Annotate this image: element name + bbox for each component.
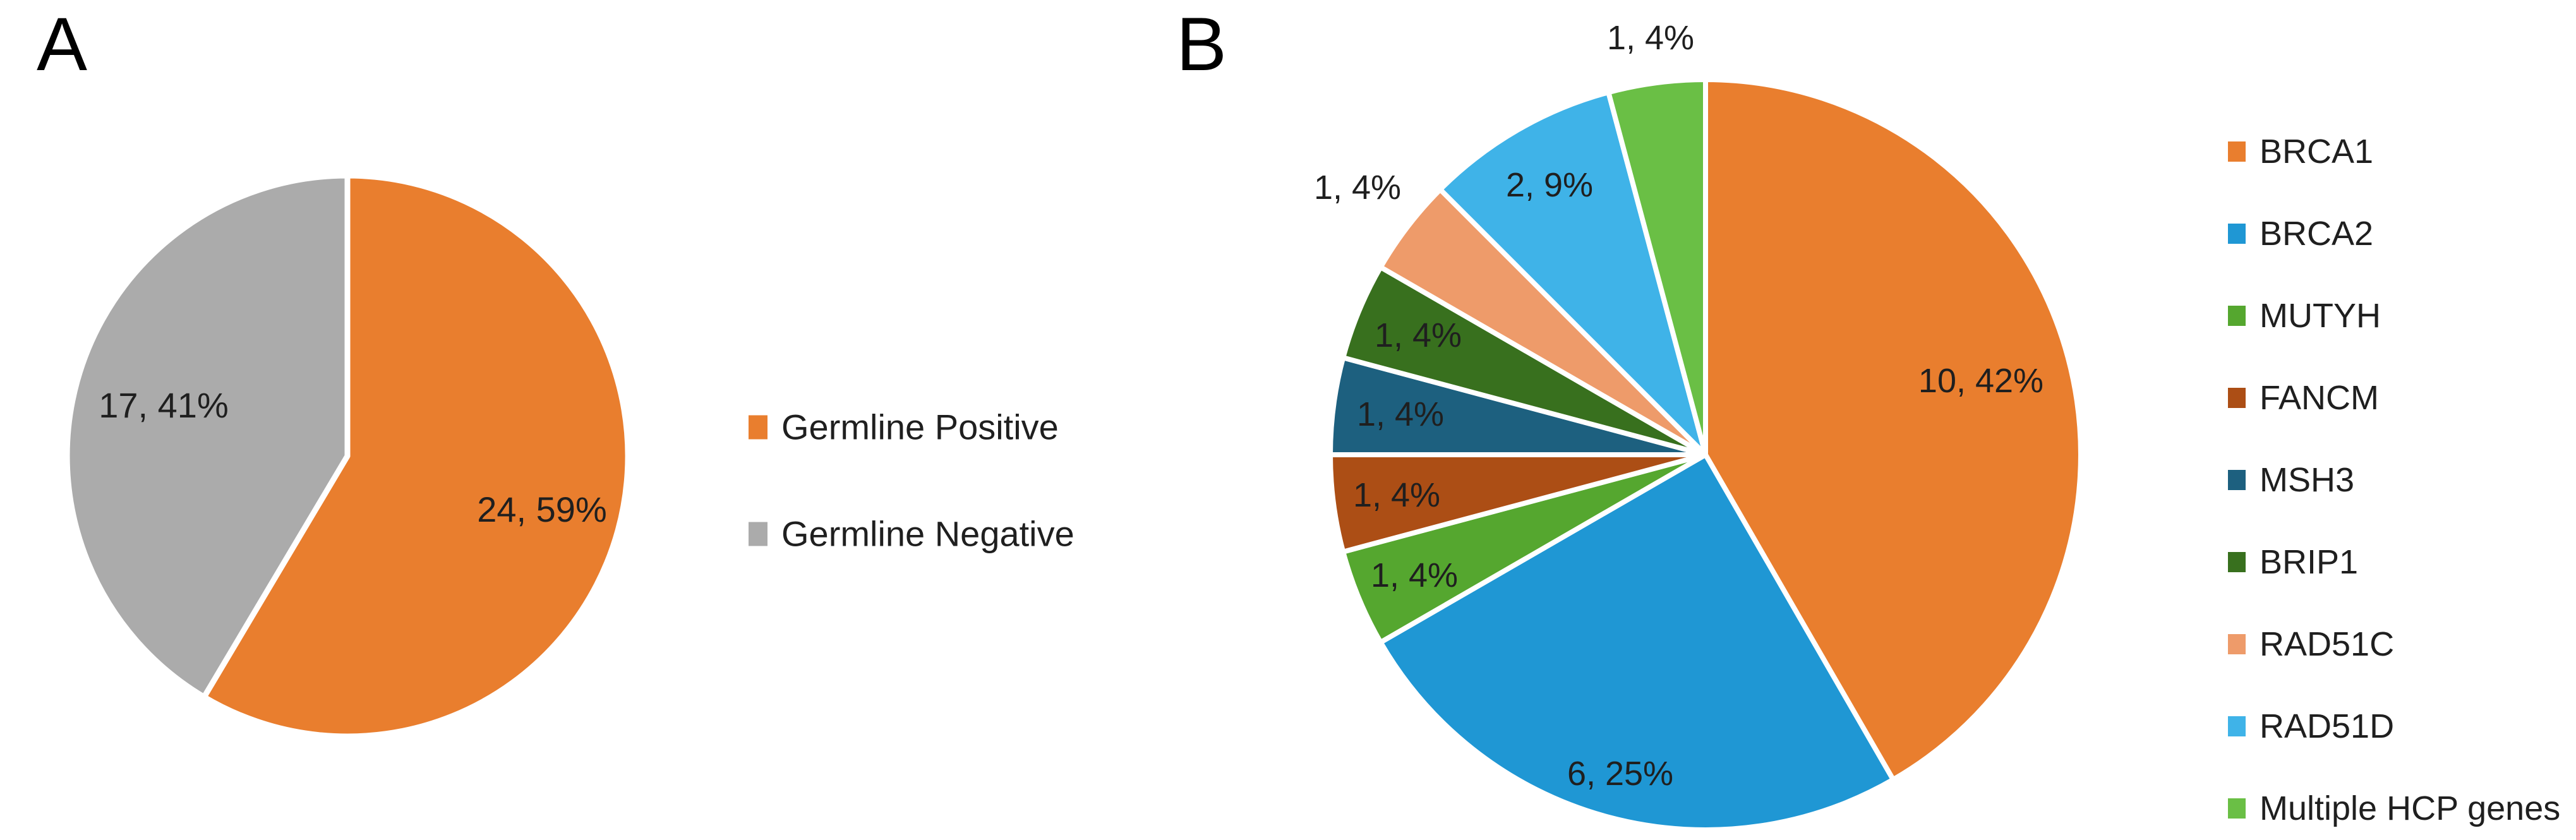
legend-item-mutyh: MUTYH [2228, 296, 2381, 335]
legend-item-brca2: BRCA2 [2228, 214, 2373, 253]
pie-slice-rad51d[interactable] [1438, 90, 1708, 457]
data-label-mutyh: 1, 4% [1370, 556, 1459, 594]
legend-item-germline-negative: Germline Negative [749, 513, 1074, 555]
legend-item-label: BRIP1 [2260, 543, 2359, 581]
legend-item-fancm: FANCM [2228, 378, 2379, 417]
legend-item-label: RAD51D [2260, 707, 2395, 745]
data-label-rad51c: 1, 4% [1313, 169, 1402, 207]
pie-slice-germline-negative[interactable] [64, 172, 351, 700]
legend-item-label: MSH3 [2260, 461, 2355, 499]
data-label-brca1: 10, 42% [1918, 362, 2044, 400]
legend-item-label: MUTYH [2260, 297, 2381, 335]
panel-a-label: A [37, 2, 87, 87]
data-label-germline-positive: 24, 59% [477, 489, 607, 529]
legend-item-label: Germline Positive [781, 407, 1059, 447]
legend-item-label: BRCA1 [2260, 133, 2374, 171]
legend-item-brca1: BRCA1 [2228, 132, 2373, 171]
data-label-fancm: 1, 4% [1352, 476, 1441, 514]
legend-swatch-icon [2228, 716, 2246, 736]
pie-slice-brca2[interactable] [1378, 452, 1896, 832]
legend-swatch-icon [749, 522, 767, 546]
data-label-brip1: 1, 4% [1374, 316, 1462, 354]
legend-swatch-icon [2228, 388, 2246, 408]
legend-item-label: Multiple HCP genes [2260, 789, 2561, 827]
legend-swatch-icon [2228, 141, 2246, 162]
legend-item-label: RAD51C [2260, 625, 2395, 663]
pie-slice-brca1[interactable] [1703, 77, 2083, 783]
legend-item-germline-positive: Germline Positive [749, 407, 1059, 448]
data-label-multiple-hcp-genes: 1, 4% [1606, 19, 1695, 57]
legend-swatch-icon [2228, 552, 2246, 572]
data-label-rad51d: 2, 9% [1505, 166, 1594, 204]
legend-swatch-icon [2228, 470, 2246, 490]
legend-swatch-icon [2228, 224, 2246, 244]
pie-slice-germline-positive[interactable] [201, 172, 631, 740]
data-label-msh3: 1, 4% [1356, 395, 1445, 433]
data-label-brca2: 6, 25% [1567, 755, 1674, 793]
pie-a [64, 172, 631, 740]
legend-swatch-icon [2228, 306, 2246, 326]
legend-item-rad51c: RAD51C [2228, 625, 2394, 664]
legend-item-brip1: BRIP1 [2228, 543, 2358, 582]
panel-b-label: B [1176, 2, 1227, 87]
legend-swatch-icon [2228, 634, 2246, 654]
legend-item-label: FANCM [2260, 379, 2379, 417]
legend-item-label: BRCA2 [2260, 215, 2374, 253]
legend-item-msh3: MSH3 [2228, 460, 2354, 500]
legend-item-rad51d: RAD51D [2228, 707, 2394, 746]
pie-b [1327, 76, 2083, 832]
pie-slice-multiple-hcp-genes[interactable] [1606, 76, 1708, 457]
legend-item-label: Germline Negative [781, 513, 1074, 554]
legend-swatch-icon [2228, 798, 2246, 819]
legend-swatch-icon [749, 415, 767, 439]
data-label-germline-negative: 17, 41% [99, 385, 229, 425]
legend-item-multiple-hcp-genes: Multiple HCP genes [2228, 789, 2560, 828]
